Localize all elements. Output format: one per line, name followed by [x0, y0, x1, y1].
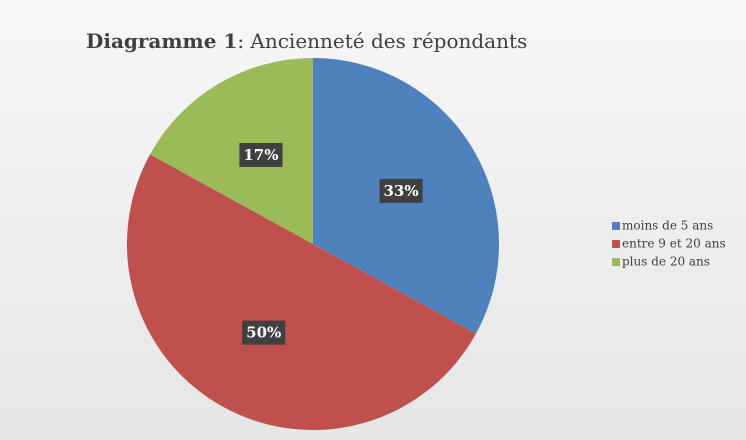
chart-title: Diagramme 1: Ancienneté des répondants — [86, 29, 527, 53]
title-bold: Diagramme 1 — [86, 29, 237, 53]
data-label-box — [242, 320, 286, 345]
pie-slice — [150, 57, 313, 245]
data-label: 17% — [243, 146, 278, 164]
legend-swatch — [612, 258, 620, 266]
legend-label: plus de 20 ans — [622, 255, 710, 269]
data-label-box — [379, 178, 423, 203]
title-rest: : Ancienneté des répondants — [237, 29, 527, 53]
legend-swatch — [612, 222, 620, 230]
legend-label: entre 9 et 20 ans — [622, 237, 726, 251]
data-label-box — [239, 142, 283, 167]
data-label: 50% — [246, 324, 281, 342]
pie-slice — [126, 154, 476, 431]
legend-swatch — [612, 240, 620, 248]
legend-label: moins de 5 ans — [622, 219, 713, 233]
data-label: 33% — [383, 182, 418, 200]
